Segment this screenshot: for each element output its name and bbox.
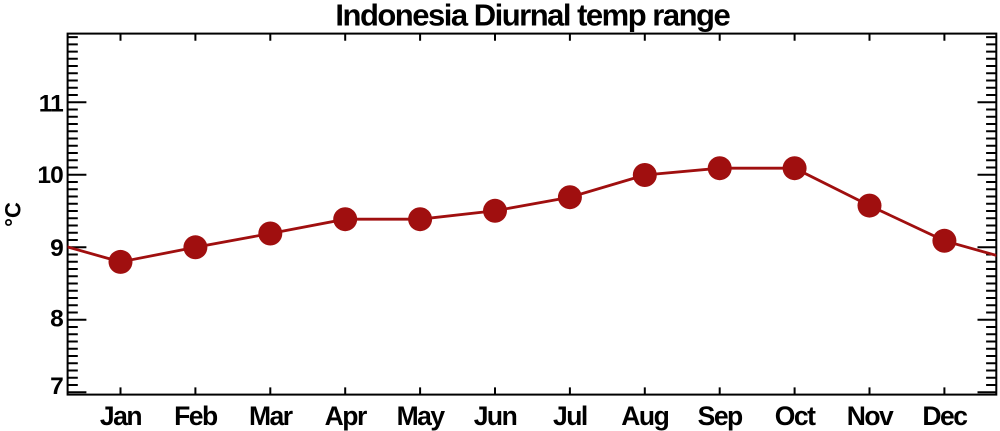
svg-text:Oct: Oct xyxy=(775,401,816,431)
svg-text:10: 10 xyxy=(37,162,63,189)
svg-text:Sep: Sep xyxy=(698,401,743,431)
svg-text:Nov: Nov xyxy=(847,401,894,431)
svg-text:7: 7 xyxy=(50,373,63,400)
svg-text:Feb: Feb xyxy=(174,401,218,431)
svg-text:9: 9 xyxy=(50,235,63,262)
svg-text:11: 11 xyxy=(39,90,63,117)
svg-text:°C: °C xyxy=(1,202,26,227)
svg-text:May: May xyxy=(397,401,446,431)
svg-text:Dec: Dec xyxy=(922,401,967,431)
svg-text:Aug: Aug xyxy=(621,401,668,431)
svg-text:Jul: Jul xyxy=(553,401,587,431)
svg-text:Indonesia Diurnal temp range: Indonesia Diurnal temp range xyxy=(335,0,730,32)
svg-text:Jan: Jan xyxy=(100,401,141,431)
svg-text:Apr: Apr xyxy=(325,401,367,431)
svg-text:Jun: Jun xyxy=(474,401,517,431)
svg-text:Mar: Mar xyxy=(249,401,293,431)
svg-text:8: 8 xyxy=(50,306,63,333)
